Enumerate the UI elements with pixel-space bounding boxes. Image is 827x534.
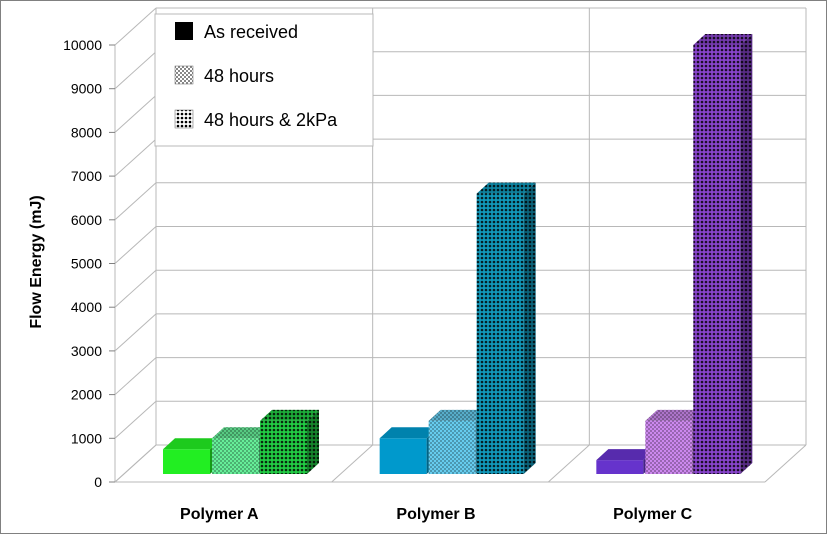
y-tick-label-3: 3000 [71,343,102,359]
bar-polymer-b-3 [476,182,536,474]
bar-polymer-a-3 [260,409,319,474]
bar-polymer-b-2 [428,409,488,474]
category-label-0: Polymer A [180,506,259,523]
bar-polymer-c-3 [693,34,753,474]
grid-diagonal-3 [114,313,157,352]
legend-label-2: 48 hours & 2kPa [204,110,338,130]
category-labels: Polymer A Polymer B Polymer C [180,506,693,523]
bars-group [163,34,753,474]
grid-diagonal-10 [114,7,157,46]
y-tick-label-5: 5000 [71,256,102,272]
legend-label-1: 48 hours [204,66,274,86]
grid-diagonal-9 [114,51,157,90]
y-tick-label-9: 9000 [71,81,102,97]
category-label-1: Polymer B [396,506,475,523]
y-tick-label-8: 8000 [71,124,102,140]
y-tick-label-4: 4000 [71,299,102,315]
legend: As received 48 hours 48 hours & 2kPa [154,13,374,147]
grid-diagonal-2 [114,357,157,395]
category-label-2: Polymer C [613,506,693,523]
legend-label-0: As received [204,22,298,42]
y-tick-label-6: 6000 [71,212,102,228]
grid-diagonal-5 [114,226,157,264]
legend-swatch-2 [174,109,194,129]
floor-divider-1 [331,444,374,483]
grid-diagonal-8 [114,95,157,133]
y-tick-label-7: 7000 [71,168,102,184]
floor-divider-0 [114,444,157,483]
y-tick-label-2: 2000 [71,387,102,403]
legend-swatch-0 [175,22,193,40]
floor-divider-3 [764,444,807,483]
y-tick-label-10: 10000 [63,37,102,53]
y-tick-label-0: 0 [94,474,102,490]
grid-diagonal-4 [114,269,157,308]
legend-swatch-1 [174,65,194,85]
y-tick-label-1: 1000 [71,430,102,446]
y-axis-ticks: 0 1000 2000 3000 4000 5000 6000 7000 8000 9000 100… [63,37,115,490]
floor-divider-2 [547,444,590,483]
grid-diagonal-7 [114,138,157,177]
grid-diagonal-6 [114,182,157,221]
y-axis-label: Flow Energy (mJ) [28,195,45,328]
grid-diagonal-1 [114,400,157,439]
